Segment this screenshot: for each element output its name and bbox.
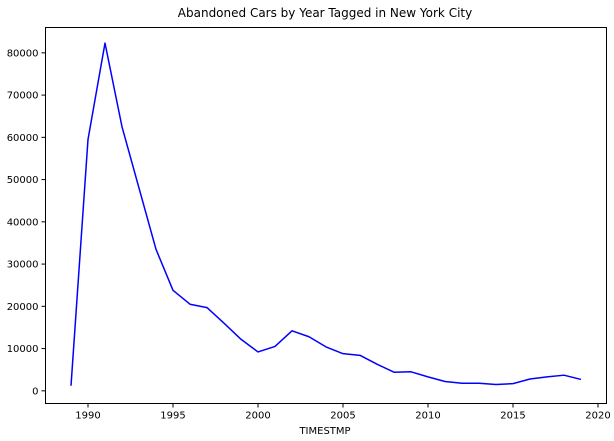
x-axis: 1990 1995 2000 2005 2010 2015 2020 xyxy=(75,403,611,422)
y-tick-label-10000: 10000 xyxy=(7,344,39,355)
x-tick-label-1990: 1990 xyxy=(75,411,100,422)
plot-frame xyxy=(45,27,607,404)
x-axis-label: TIMESTMP xyxy=(298,426,350,437)
series-line-0 xyxy=(70,42,582,386)
chart-title: Abandoned Cars by Year Tagged in New Yor… xyxy=(178,6,472,20)
y-tick-label-40000: 40000 xyxy=(7,217,39,228)
x-tick-label-2020: 2020 xyxy=(585,411,610,422)
y-tick-label-0: 0 xyxy=(32,386,38,397)
x-tick-label-2015: 2015 xyxy=(500,411,525,422)
y-tick-label-20000: 20000 xyxy=(7,302,39,313)
y-tick-label-80000: 80000 xyxy=(7,48,39,59)
x-tick-label-2000: 2000 xyxy=(245,411,270,422)
x-tick-label-2010: 2010 xyxy=(415,411,440,422)
y-tick-label-30000: 30000 xyxy=(7,260,39,271)
y-tick-label-50000: 50000 xyxy=(7,175,39,186)
x-tick-label-1995: 1995 xyxy=(160,411,185,422)
y-tick-label-70000: 70000 xyxy=(7,91,39,102)
series-layer xyxy=(70,42,582,386)
y-tick-label-60000: 60000 xyxy=(7,133,39,144)
x-tick-label-2005: 2005 xyxy=(330,411,355,422)
y-axis: 0 10000 20000 30000 40000 50000 60000 70000 8000… xyxy=(7,48,46,397)
